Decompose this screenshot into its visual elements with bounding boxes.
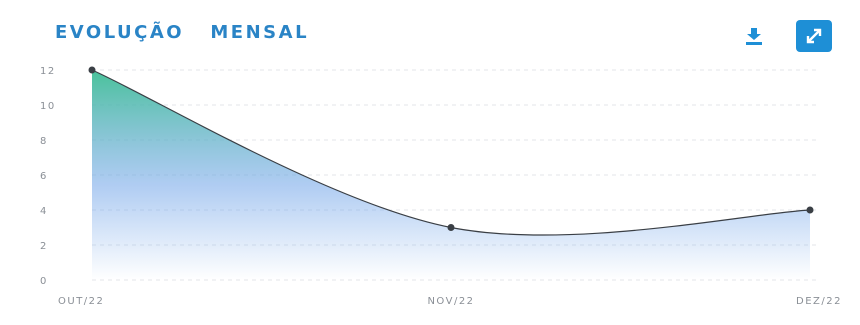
data-point[interactable] bbox=[88, 66, 96, 74]
data-point[interactable] bbox=[806, 206, 814, 214]
data-point[interactable] bbox=[447, 224, 455, 231]
x-tick-label: DEZ/22 bbox=[796, 296, 842, 307]
y-tick-label: 8 bbox=[40, 136, 48, 147]
x-axis-ticks: OUT/22 NOV/22 DEZ/22 bbox=[58, 296, 842, 307]
y-tick-label: 2 bbox=[40, 241, 48, 252]
download-icon bbox=[746, 28, 762, 45]
y-tick-label: 4 bbox=[40, 206, 48, 217]
expand-icon bbox=[806, 28, 822, 44]
data-points bbox=[88, 66, 814, 231]
x-tick-label: NOV/22 bbox=[427, 296, 474, 307]
download-button[interactable] bbox=[740, 22, 768, 50]
y-tick-label: 10 bbox=[40, 101, 56, 112]
chart-title: EVOLUÇÃO MENSAL bbox=[55, 22, 310, 43]
y-axis-ticks: 0 2 4 6 8 10 12 bbox=[40, 66, 56, 287]
y-tick-label: 6 bbox=[40, 171, 48, 182]
y-tick-label: 0 bbox=[40, 276, 48, 287]
y-tick-label: 12 bbox=[40, 66, 56, 77]
x-tick-label: OUT/22 bbox=[58, 296, 104, 307]
area-fill bbox=[92, 70, 810, 280]
expand-button[interactable] bbox=[796, 20, 832, 52]
